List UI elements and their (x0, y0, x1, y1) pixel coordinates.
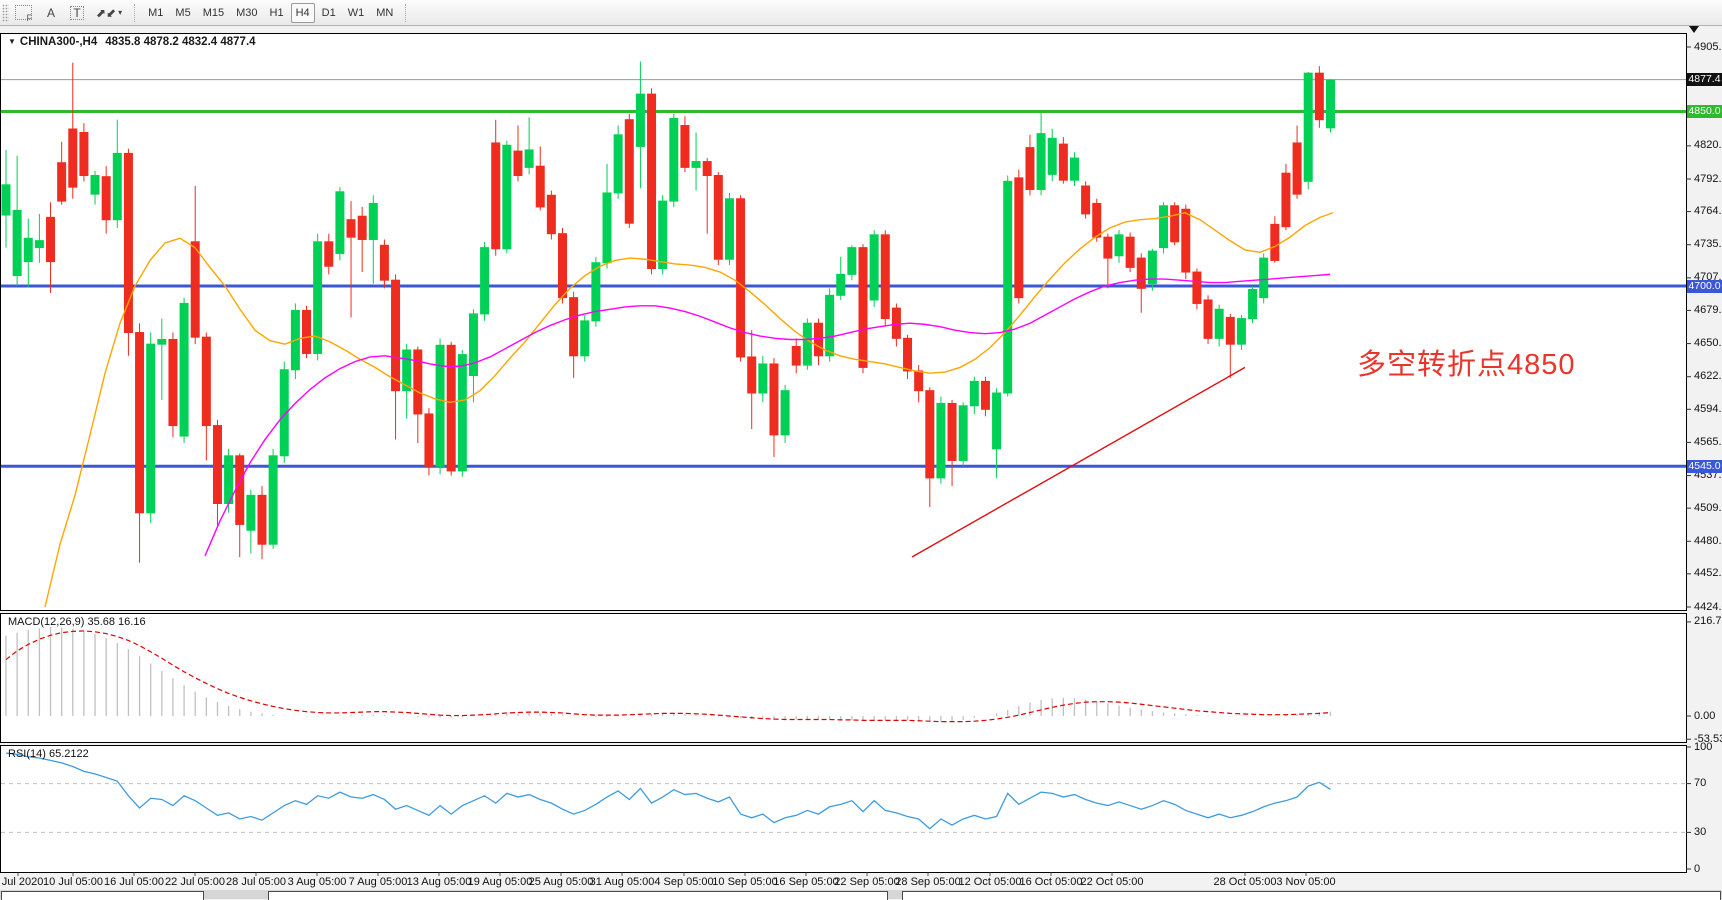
price-axis-label: 4594.0 (1694, 402, 1722, 415)
label-tool-icon: T (70, 5, 84, 20)
rsi-axis-label: 30 (1694, 825, 1707, 838)
price-axis-label: 4905.5 (1694, 40, 1722, 53)
chart-text-annotation[interactable]: 多空转折点4850 (1357, 349, 1576, 381)
support-price-badge: 4545.0 (1687, 459, 1722, 473)
macd-axis-label: 0.00 (1694, 709, 1716, 722)
date-axis-label: 22 Jul 05:00 (165, 876, 225, 888)
macd-axis-label: 216.78 (1694, 615, 1722, 628)
price-axis-label: 4565.5 (1694, 435, 1722, 448)
date-axis-label: 3 Aug 05:00 (287, 876, 347, 888)
date-axis-label: 12 Oct 05:00 (958, 876, 1022, 888)
resistance-price-badge: 4850.0 (1687, 105, 1722, 119)
label-tool[interactable]: T (65, 3, 89, 23)
date-axis-label: 25 Aug 05:00 (528, 876, 594, 888)
timeframe-mn-button[interactable]: MN (376, 6, 394, 19)
timeframe-m1-button[interactable]: M1 (148, 6, 164, 19)
collapse-triangle-icon[interactable]: ▼ (8, 37, 16, 46)
rsi-axis-label: 0 (1694, 862, 1701, 875)
timeframe-d1-button[interactable]: D1 (321, 6, 336, 19)
price-axis-label: 4650.5 (1694, 337, 1722, 350)
macd-axis-label: -53.53 (1694, 732, 1722, 745)
price-axis-label: 4622.0 (1694, 370, 1722, 383)
chart-shift-marker-icon[interactable] (1689, 26, 1699, 33)
fibonacci-tool[interactable]: F (10, 3, 37, 23)
toolbar-grip[interactable] (2, 3, 9, 22)
date-axis-label: 31 Aug 05:00 (589, 876, 655, 888)
rsi-axis-label: 70 (1694, 777, 1707, 790)
text-tool-icon: A (46, 5, 55, 20)
macd-indicator-label: MACD(12,26,9) 35.68 16.16 (8, 616, 146, 628)
date-axis-label: 16 Oct 05:00 (1019, 876, 1083, 888)
price-axis-label: 4509.0 (1694, 501, 1722, 514)
chart-ohlc-quote: 4835.8 4878.2 4832.4 4877.4 (105, 36, 256, 48)
date-axis-label: 22 Oct 05:00 (1080, 876, 1144, 888)
arrows-tool[interactable]: ⬈⬋ ▾ (91, 3, 127, 23)
date-axis-label: 28 Oct 05:00 (1213, 876, 1277, 888)
toolbar: F A T ⬈⬋ ▾ M1 M5 M15 M30 H1 H4 D1 W1 MN (0, 0, 1722, 26)
date-axis-label: 4 Sep 05:00 (654, 876, 714, 888)
background-window-tab[interactable] (902, 891, 1721, 900)
price-axis-label: 4452.5 (1694, 567, 1722, 580)
macd-panel[interactable] (0, 613, 1687, 743)
date-axis-label: 13 Aug 05:00 (406, 876, 472, 888)
toolbar-separator (405, 3, 407, 22)
rsi-axis-label: 100 (1694, 740, 1713, 753)
date-axis-label: 6 Jul 2020 (0, 876, 44, 888)
timeframe-group: M1 M5 M15 M30 H1 H4 D1 W1 MN (142, 2, 399, 23)
date-axis-label: 7 Aug 05:00 (348, 876, 408, 888)
chart-symbol-period: CHINA300-,H4 (19, 36, 98, 48)
background-window-tab[interactable] (268, 891, 888, 900)
price-axis-label: 4735.5 (1694, 238, 1722, 251)
chevron-down-icon[interactable]: ▾ (118, 8, 123, 17)
date-axis-label: 16 Jul 05:00 (104, 876, 164, 888)
rsi-line (5, 752, 1331, 830)
date-axis-label: 10 Sep 05:00 (712, 876, 778, 888)
price-axis-label: 4679.0 (1694, 303, 1722, 316)
price-axis-label: 4424.0 (1694, 600, 1722, 613)
date-axis-label: 19 Aug 05:00 (467, 876, 533, 888)
timeframe-h4-button[interactable]: H4 (290, 2, 315, 23)
main-chart-panel[interactable] (0, 33, 1687, 611)
fibonacci-icon: F (15, 5, 32, 23)
current-price-badge: 4877.4 (1687, 73, 1722, 87)
date-axis-label: 3 Nov 05:00 (1276, 876, 1336, 888)
price-axis-label: 4764.0 (1694, 205, 1722, 218)
rsi-indicator-label: RSI(14) 65.2122 (8, 748, 89, 760)
date-axis-label: 28 Sep 05:00 (895, 876, 961, 888)
toolbar-separator (134, 3, 136, 22)
rsi-panel[interactable] (0, 745, 1687, 873)
price-axis-label: 4792.0 (1694, 172, 1722, 185)
date-axis-label: 10 Jul 05:00 (43, 876, 103, 888)
drawing-tools-group: F A T ⬈⬋ ▾ (9, 3, 128, 23)
chart-title: ▼ CHINA300-,H4 4835.8 4878.2 4832.4 4877.4 (8, 36, 256, 48)
date-axis-label: 22 Sep 05:00 (834, 876, 900, 888)
bottom-window-strip (0, 890, 1722, 900)
price-axis-label: 4480.5 (1694, 534, 1722, 547)
timeframe-m5-button[interactable]: M5 (175, 6, 191, 19)
background-window-tab[interactable] (1, 891, 204, 900)
text-tool[interactable]: A (39, 3, 63, 23)
arrows-tool-icon: ⬈⬋ (96, 5, 117, 20)
trendline[interactable] (911, 366, 1246, 558)
ma-fast-orange-line[interactable] (44, 211, 1334, 608)
timeframe-m30-button[interactable]: M30 (236, 6, 258, 19)
price-axis-label: 4820.5 (1694, 139, 1722, 152)
date-axis-label: 28 Jul 05:00 (226, 876, 286, 888)
timeframe-w1-button[interactable]: W1 (347, 6, 365, 19)
support-price-badge: 4700.0 (1687, 279, 1722, 293)
macd-signal-line (5, 630, 1331, 723)
timeframe-h1-button[interactable]: H1 (269, 6, 284, 19)
ma-slow-magenta-line[interactable] (204, 273, 1331, 557)
timeframe-m15-button[interactable]: M15 (202, 6, 225, 19)
date-axis-label: 16 Sep 05:00 (773, 876, 839, 888)
